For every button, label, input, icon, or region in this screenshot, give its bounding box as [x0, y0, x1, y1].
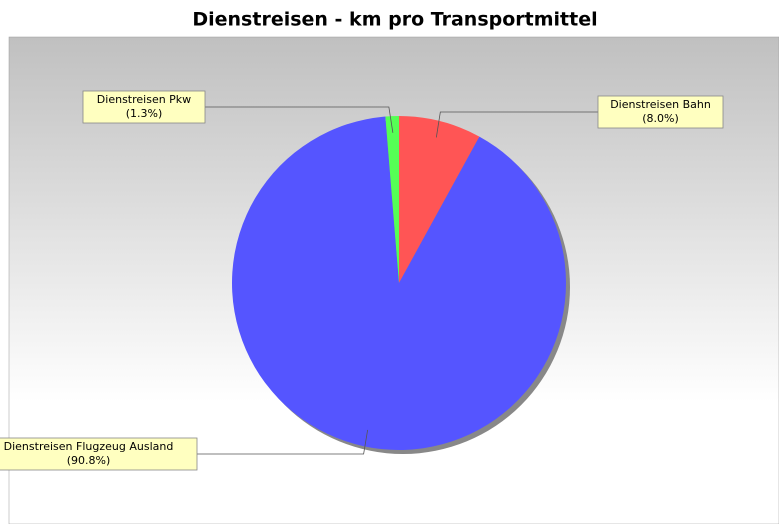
leader-line: [197, 429, 369, 455]
label-value: (90.8%): [67, 454, 111, 467]
label-box: [82, 90, 206, 124]
leader-line: [435, 111, 598, 138]
pie-slice: [399, 116, 480, 283]
label-box: [0, 437, 198, 471]
label-name: Dienstreisen Pkw: [97, 93, 191, 106]
label-box: [597, 95, 724, 129]
label-value: (1.3%): [126, 107, 163, 120]
leader-line: [205, 106, 394, 133]
pie-slice: [385, 116, 399, 283]
pie-slice: [231, 116, 567, 451]
label-value: (8.0%): [642, 112, 679, 125]
label-name: Dienstreisen Flugzeug Ausland: [4, 440, 174, 453]
chart-title: Dienstreisen - km pro Transportmittel: [192, 9, 597, 31]
label-name: Dienstreisen Bahn: [610, 98, 711, 111]
